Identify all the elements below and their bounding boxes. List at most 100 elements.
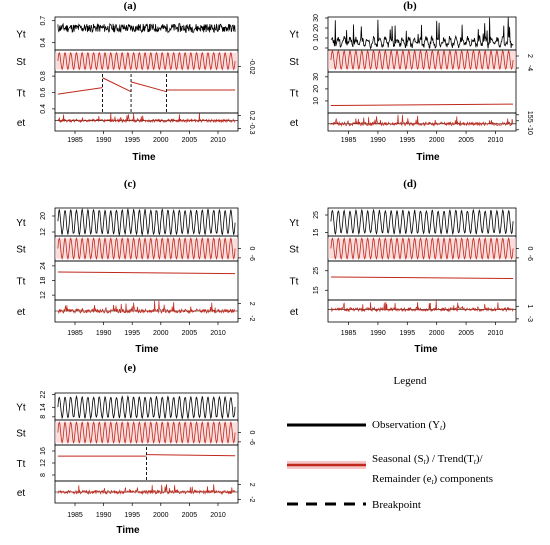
y-tick-label: 0.4 [40,38,47,48]
legend-trend-text: ) / Trend(T [426,453,475,465]
row-label: et [17,307,26,318]
row-et: et -10 515 [290,111,533,135]
row-Tt: Tt 0.4 0.6 0.8 [17,71,239,114]
series-group [328,236,516,261]
legend-breakpoint-label: Breakpoint [372,499,421,511]
x-tick-label: 1985 [341,137,357,144]
row-label: Tt [290,89,299,100]
row-label: Tt [17,89,26,100]
y-tick-label: 0.7 [40,16,47,26]
row-Tt: Tt 10 20 30 [290,71,517,114]
y-tick-label: -3 [526,316,533,322]
remainder-line [57,300,236,315]
row-et: et -0.30.2 [17,111,255,135]
x-axis-label: Time [414,344,438,355]
row-label: Yt [16,218,26,229]
row-label: Yt [289,30,299,41]
row-label: Tt [17,459,26,470]
chart-panel-a: (a) Yt 0.4 0.7 St -0.02 Tt 0.4 0.6 0.8 et -0.30.2 19… [16,0,255,163]
seasonal-line [330,50,514,71]
x-tick-label: 2000 [153,330,169,337]
series-group [57,271,236,275]
y-tick-label: -4 [526,65,533,71]
y-tick-label: 10 [313,34,320,42]
legend-remainder-text: Remainder (e [372,473,432,485]
y-tick-label: 2 [248,483,255,487]
y-tick-label: 30 [313,14,320,22]
row-frame [54,16,239,51]
series-group [328,50,516,71]
y-tick-label: 2 [248,302,255,306]
row-label: et [290,118,299,129]
x-tick-label: 1985 [67,330,83,337]
y-tick-label: 2 [526,54,533,58]
row-Yt: Yt 12 20 [16,207,239,237]
series-group [57,22,236,34]
series-group [328,114,516,127]
x-tick-label: 1995 [124,330,140,337]
y-tick-label: 12 [40,459,47,467]
trend-segment [330,103,514,107]
x-tick-label: 1995 [124,512,140,519]
chart-panel-e: (e) Yt 8 14 22 St -6 0 Tt 8 12 16 et -2 2 1985 1990 1995 2… [16,362,255,536]
x-tick-label: 1990 [96,137,112,144]
y-tick-label: -2 [248,315,255,321]
y-tick-label: -0.3 [248,122,255,134]
trend-segment [130,81,167,93]
y-tick-label: 0 [248,431,255,435]
row-label: Tt [290,277,299,288]
observation-line [57,394,236,420]
x-tick-label: 2005 [458,137,474,144]
row-Tt: Tt 15 25 [290,260,517,301]
y-tick-label: 0 [313,46,320,50]
y-tick-label: 22 [40,391,47,399]
legend-title: Legend [394,375,427,387]
y-tick-label: -6 [248,439,255,445]
row-label: Yt [16,403,26,414]
row-frame [327,112,517,132]
y-tick-label: 1 [526,304,533,308]
legend-seasonal-text: Seasonal (S [372,453,424,465]
y-tick-label: 0 [248,247,255,251]
series-group [57,454,236,457]
legend-observation-text: Observation (Y [372,419,440,431]
row-frame [327,71,517,114]
row-label: Tt [17,277,26,288]
x-tick-label: 1990 [370,137,386,144]
observation-line [330,208,514,236]
y-tick-label: 0.8 [40,71,47,81]
row-Yt: Yt 15 25 [289,207,517,237]
y-tick-label: -10 [526,125,533,135]
y-tick-label: 0.2 [248,111,255,121]
x-tick-label: 1990 [96,512,112,519]
y-tick-label: 20 [40,212,47,220]
x-tick-label: 2010 [210,330,226,337]
row-label: et [17,488,26,499]
y-tick-label: 8 [40,473,47,477]
panel-title: (a) [124,0,137,12]
y-tick-label: 15 [313,286,320,294]
row-frame [54,260,239,301]
y-tick-label: 8 [40,415,47,419]
y-tick-label: 0 [526,247,533,251]
row-frame [327,260,517,301]
series-group [57,77,236,95]
y-tick-label: 14 [40,403,47,411]
x-tick-label: 1990 [370,330,386,337]
trend-segment [102,77,132,93]
y-tick-label: 5 [526,119,533,123]
series-group [55,300,238,315]
seasonal-line [330,236,514,261]
y-tick-label: 10 [313,97,320,105]
x-tick-label: 1995 [124,137,140,144]
y-tick-label: 20 [313,24,320,32]
remainder-line [57,484,236,496]
legend-slash-text: )/ [476,453,484,465]
x-tick-label: 2000 [429,330,445,337]
panel-title: (c) [124,178,137,190]
series-group [330,208,514,236]
row-label: et [17,118,26,129]
row-label: Yt [289,218,299,229]
